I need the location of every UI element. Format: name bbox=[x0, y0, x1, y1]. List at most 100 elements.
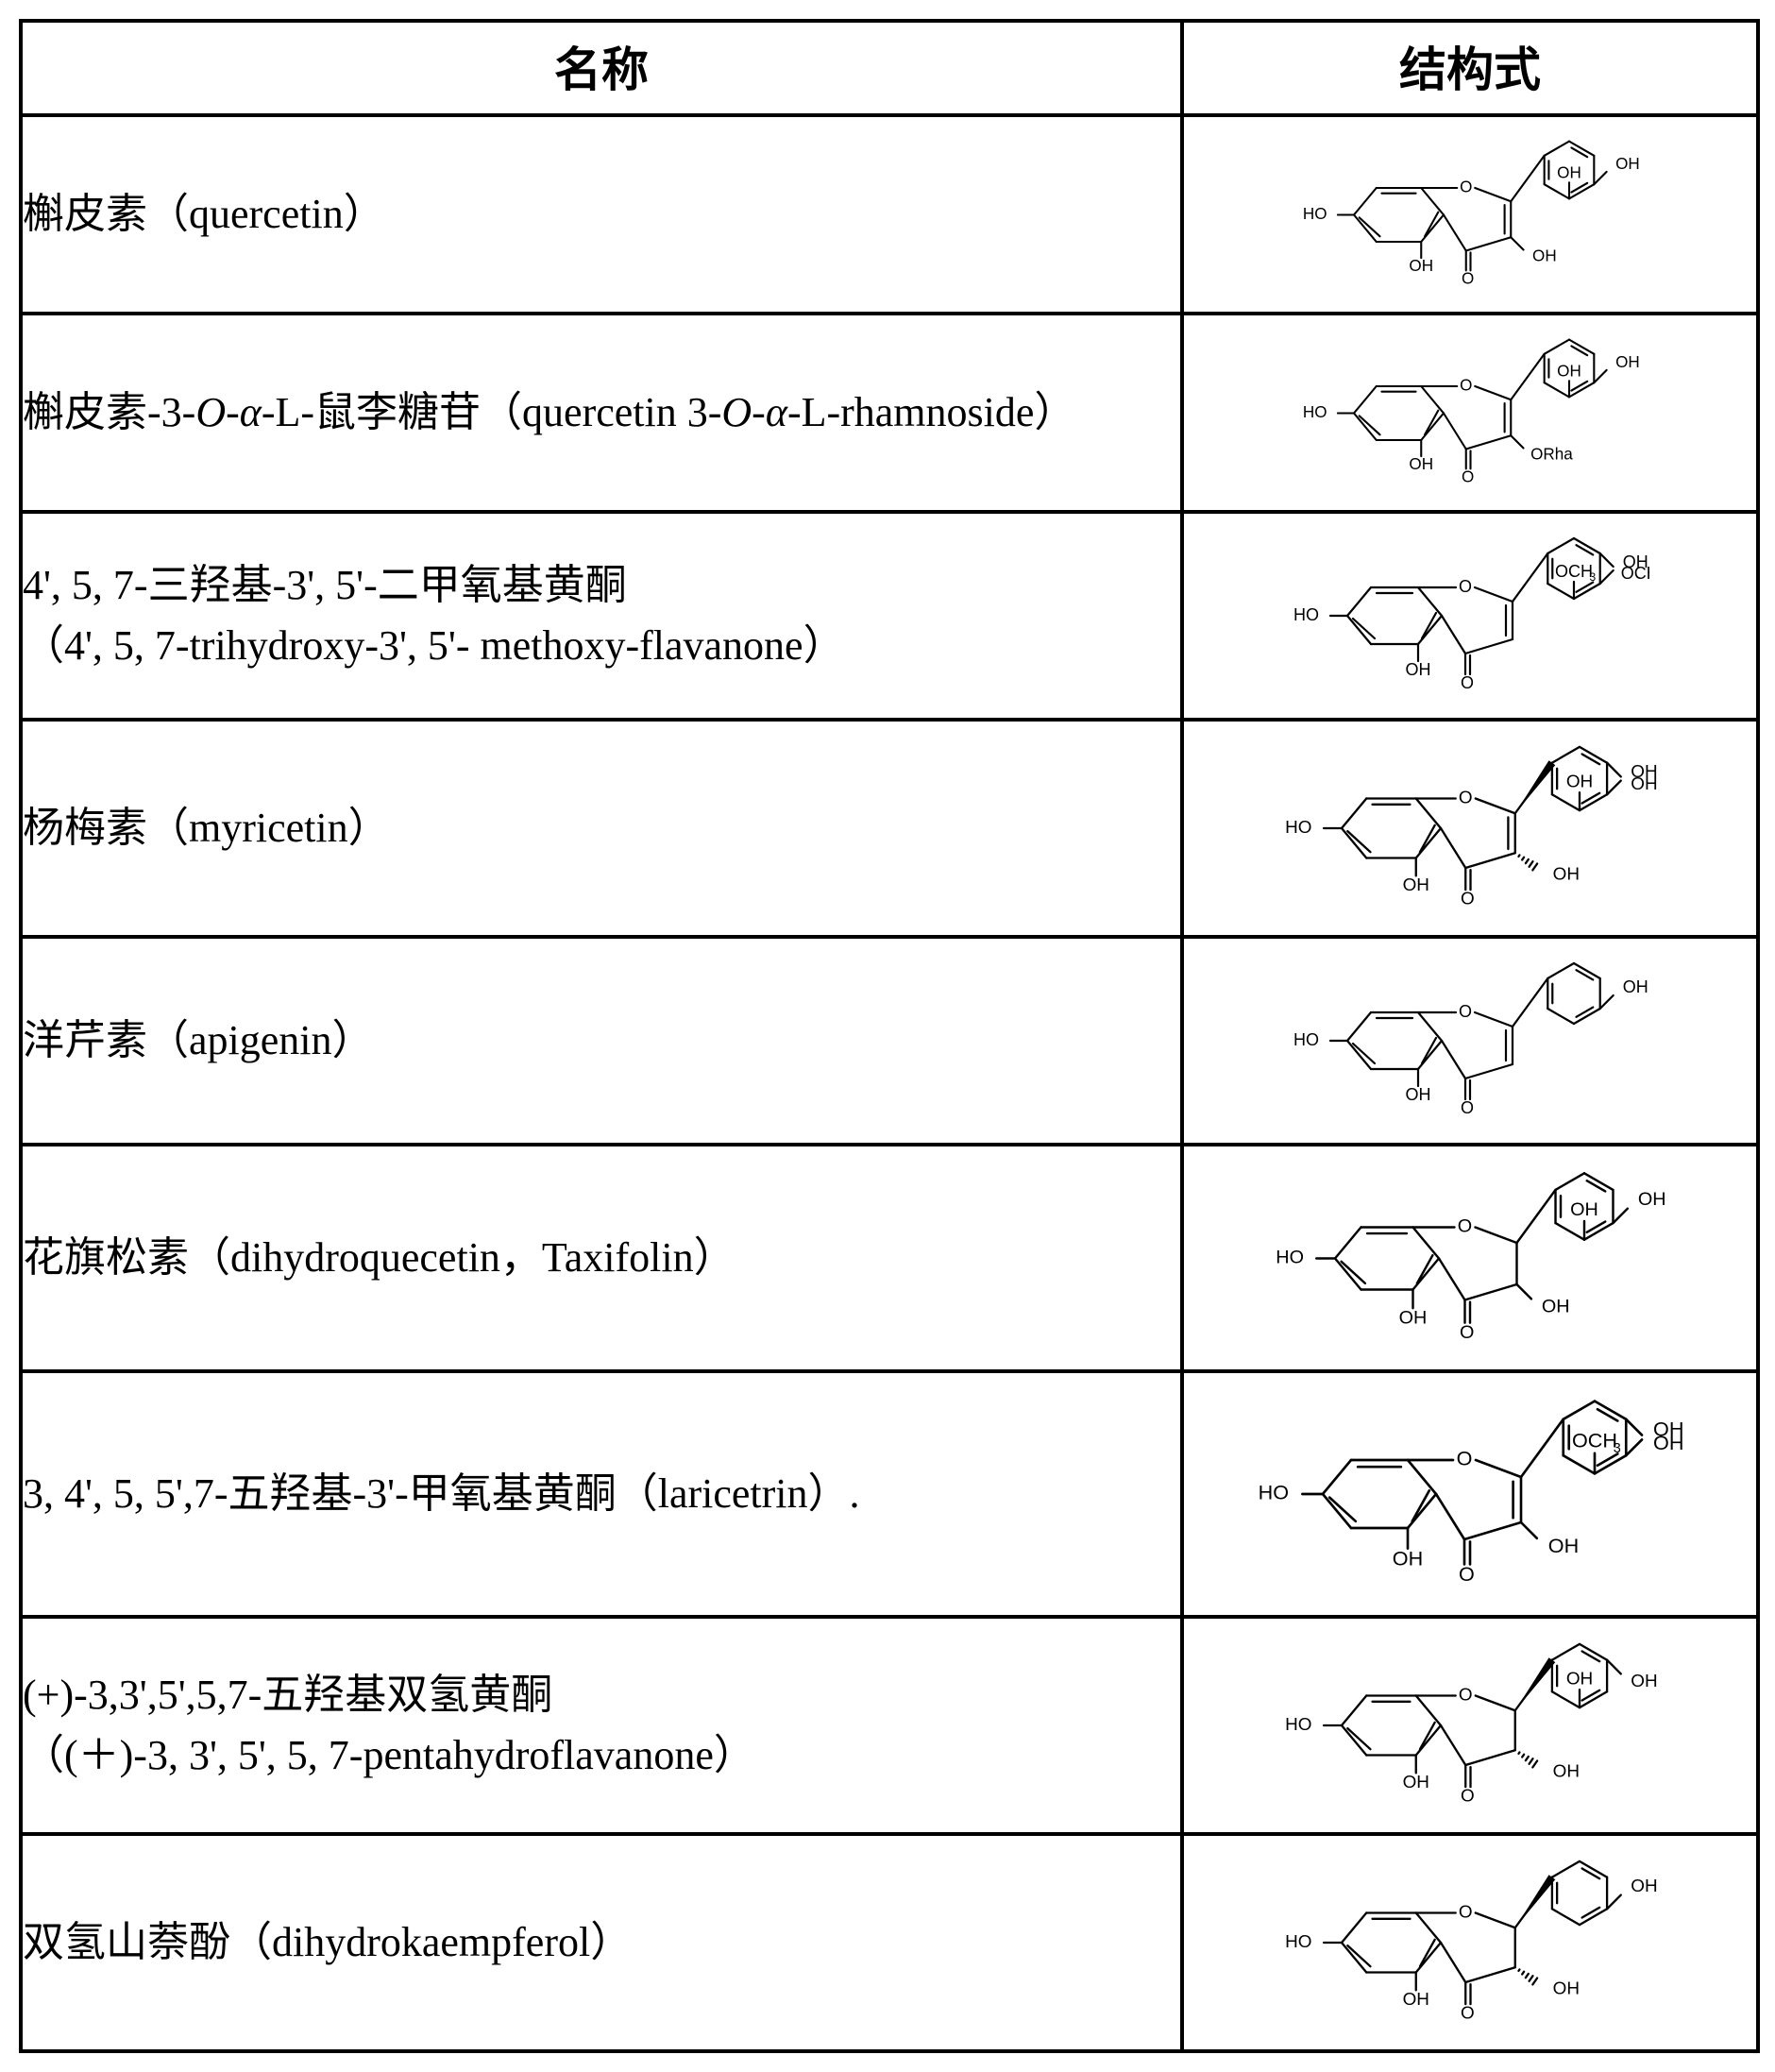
svg-text:OH: OH bbox=[1653, 1431, 1683, 1454]
compound-name-cell: (+)-3,3',5',5,7-五羟基双氢黄酮（(＋)-3, 3', 5', 5… bbox=[21, 1617, 1182, 1834]
header-name: 名称 bbox=[21, 21, 1182, 115]
structure-diagram: OOHOOHOH bbox=[1291, 951, 1649, 1130]
svg-text:OH: OH bbox=[1406, 1085, 1431, 1104]
compound-name-secondary: （4', 5, 7-trihydroxy-3', 5'- methoxy-fla… bbox=[23, 616, 1180, 676]
table-row: (+)-3,3',5',5,7-五羟基双氢黄酮（(＋)-3, 3', 5', 5… bbox=[21, 1617, 1758, 1834]
structure-diagram: OOHOOHOCH3OHOHOH bbox=[1255, 1386, 1685, 1602]
table-row: 3, 4', 5, 5',7-五羟基-3'-甲氧基黄酮（laricetrin）.… bbox=[21, 1371, 1758, 1617]
svg-text:OH: OH bbox=[1565, 1670, 1592, 1690]
svg-text:HO: HO bbox=[1285, 1932, 1311, 1952]
svg-text:O: O bbox=[1460, 890, 1474, 909]
table-row: 花旗松素（dihydroquecetin，Taxifolin） O O HO OH OH O… bbox=[21, 1145, 1758, 1371]
svg-text:OH: OH bbox=[1631, 774, 1657, 794]
svg-text:O: O bbox=[1460, 1787, 1474, 1807]
compound-name-primary: 槲皮素-3-O-α-L-鼠李糖苷（quercetin 3-O-α-L-rhamn… bbox=[23, 382, 1180, 443]
header-structure: 结构式 bbox=[1182, 21, 1758, 115]
structure-diagram: OOHOOHOCH3OHOCH3 bbox=[1291, 526, 1649, 705]
svg-text:O: O bbox=[1462, 467, 1474, 485]
svg-text:HO: HO bbox=[1293, 605, 1319, 624]
svg-text:O: O bbox=[1459, 577, 1472, 596]
table-body: 槲皮素（quercetin）OOHOOHOHOHOH槲皮素-3-O-α-L-鼠李… bbox=[21, 115, 1758, 2051]
svg-text:OH: OH bbox=[1409, 455, 1433, 473]
svg-text:O: O bbox=[1460, 2004, 1474, 2024]
compound-structure-cell: OOHOOHOCH3OHOHOH bbox=[1182, 1371, 1758, 1617]
table-row: 4', 5, 7-三羟基-3', 5'-二甲氧基黄酮（4', 5, 7-trih… bbox=[21, 512, 1758, 720]
compound-structure-cell: O O HO OH OH OH OH bbox=[1182, 115, 1758, 314]
svg-text:OH: OH bbox=[1552, 1761, 1579, 1781]
compound-name-cell: 槲皮素-3-O-α-L-鼠李糖苷（quercetin 3-O-α-L-rhamn… bbox=[21, 314, 1182, 512]
table-row: 双氢山萘酚（dihydrokaempferol）OOHOOHOHOH bbox=[21, 1834, 1758, 2051]
svg-text:OH: OH bbox=[1532, 246, 1557, 264]
svg-text:O: O bbox=[1459, 1562, 1475, 1586]
structure-diagram: OOHOOHOHOH bbox=[1282, 1848, 1659, 2037]
svg-text:OH: OH bbox=[1557, 163, 1581, 181]
svg-text:O: O bbox=[1457, 1447, 1473, 1470]
table-row: 槲皮素-3-O-α-L-鼠李糖苷（quercetin 3-O-α-L-rhamn… bbox=[21, 314, 1758, 512]
compound-name-primary: 花旗松素（dihydroquecetin，Taxifolin） bbox=[23, 1228, 1180, 1288]
table-row: 杨梅素（myricetin）OOHOOHOHOHOHOH bbox=[21, 720, 1758, 937]
svg-text:OH: OH bbox=[1542, 1296, 1570, 1316]
svg-text:OH: OH bbox=[1393, 1546, 1423, 1570]
svg-text:O: O bbox=[1458, 1686, 1472, 1706]
svg-text:OH: OH bbox=[1631, 1672, 1657, 1691]
compound-structure-cell: OOHOOHOHOHOHOH bbox=[1182, 720, 1758, 937]
svg-text:3: 3 bbox=[1614, 1441, 1621, 1456]
compound-table: 名称 结构式 槲皮素（quercetin）OOHOOHOHOHOH槲皮素-3-O… bbox=[19, 19, 1760, 2053]
table-row: 洋芹素（apigenin）OOHOOHOH bbox=[21, 937, 1758, 1145]
compound-structure-cell: OOHOOHOCH3OHOCH3 bbox=[1182, 512, 1758, 720]
svg-text:OH: OH bbox=[1552, 864, 1579, 884]
compound-name-cell: 4', 5, 7-三羟基-3', 5'-二甲氧基黄酮（4', 5, 7-trih… bbox=[21, 512, 1182, 720]
svg-text:O: O bbox=[1461, 673, 1474, 692]
compound-name-cell: 双氢山萘酚（dihydrokaempferol） bbox=[21, 1834, 1182, 2051]
svg-text:OCH: OCH bbox=[1555, 562, 1593, 581]
svg-text:HO: HO bbox=[1285, 1715, 1311, 1735]
svg-text:HO: HO bbox=[1276, 1247, 1304, 1267]
svg-text:HO: HO bbox=[1285, 818, 1311, 838]
structure-diagram: O O HO OH OH OH OH bbox=[1300, 129, 1641, 300]
structure-diagram: OOHOOHOHOHOH bbox=[1282, 1631, 1659, 1820]
svg-text:O: O bbox=[1458, 789, 1472, 808]
compound-name-secondary: （(＋)-3, 3', 5', 5, 7-pentahydroflavanone… bbox=[23, 1725, 1180, 1786]
compound-name-primary: 双氢山萘酚（dihydrokaempferol） bbox=[23, 1912, 1180, 1973]
compound-name-primary: 洋芹素（apigenin） bbox=[23, 1011, 1180, 1071]
compound-name-primary: 3, 4', 5, 5',7-五羟基-3'-甲氧基黄酮（laricetrin）. bbox=[23, 1464, 1180, 1524]
svg-text:O: O bbox=[1460, 376, 1472, 394]
svg-text:OH: OH bbox=[1631, 1877, 1657, 1896]
svg-text:OH: OH bbox=[1552, 1979, 1579, 1998]
svg-text:OH: OH bbox=[1570, 1199, 1598, 1220]
svg-text:ORha: ORha bbox=[1530, 445, 1573, 463]
svg-text:3: 3 bbox=[1590, 570, 1597, 584]
svg-text:OCH: OCH bbox=[1621, 564, 1649, 583]
svg-text:OH: OH bbox=[1557, 362, 1581, 380]
svg-text:OH: OH bbox=[1406, 660, 1431, 679]
compound-name-cell: 洋芹素（apigenin） bbox=[21, 937, 1182, 1145]
svg-text:OH: OH bbox=[1402, 875, 1428, 895]
compound-name-primary: 槲皮素（quercetin） bbox=[23, 184, 1180, 245]
svg-text:O: O bbox=[1462, 269, 1474, 287]
compound-name-primary: (+)-3,3',5',5,7-五羟基双氢黄酮 bbox=[23, 1665, 1180, 1725]
svg-text:OH: OH bbox=[1615, 154, 1640, 172]
svg-text:HO: HO bbox=[1259, 1481, 1289, 1504]
svg-text:O: O bbox=[1461, 1098, 1474, 1117]
svg-text:O: O bbox=[1460, 178, 1472, 195]
structure-diagram: OOHOOHOHOHOH bbox=[1273, 1160, 1667, 1357]
structure-diagram: OOHOOHOHOHORha bbox=[1300, 328, 1641, 499]
svg-text:O: O bbox=[1458, 1903, 1472, 1923]
svg-text:OH: OH bbox=[1548, 1534, 1579, 1557]
svg-text:HO: HO bbox=[1302, 205, 1327, 223]
compound-name-primary: 4', 5, 7-三羟基-3', 5'-二甲氧基黄酮 bbox=[23, 555, 1180, 616]
compound-structure-cell: OOHOOHOH bbox=[1182, 937, 1758, 1145]
compound-structure-cell: OOHOOHOHOHORha bbox=[1182, 314, 1758, 512]
compound-name-cell: 花旗松素（dihydroquecetin，Taxifolin） bbox=[21, 1145, 1182, 1371]
svg-text:OH: OH bbox=[1638, 1189, 1666, 1210]
svg-text:O: O bbox=[1458, 1215, 1472, 1236]
structure-diagram: OOHOOHOHOHOHOH bbox=[1282, 734, 1659, 923]
svg-text:OH: OH bbox=[1409, 257, 1433, 275]
svg-text:OH: OH bbox=[1565, 773, 1592, 792]
svg-text:O: O bbox=[1460, 1321, 1474, 1342]
compound-name-cell: 杨梅素（myricetin） bbox=[21, 720, 1182, 937]
compound-structure-cell: OOHOOHOHOHOH bbox=[1182, 1145, 1758, 1371]
svg-text:OH: OH bbox=[1615, 352, 1640, 370]
compound-name-primary: 杨梅素（myricetin） bbox=[23, 798, 1180, 858]
svg-text:OCH: OCH bbox=[1572, 1429, 1617, 1452]
